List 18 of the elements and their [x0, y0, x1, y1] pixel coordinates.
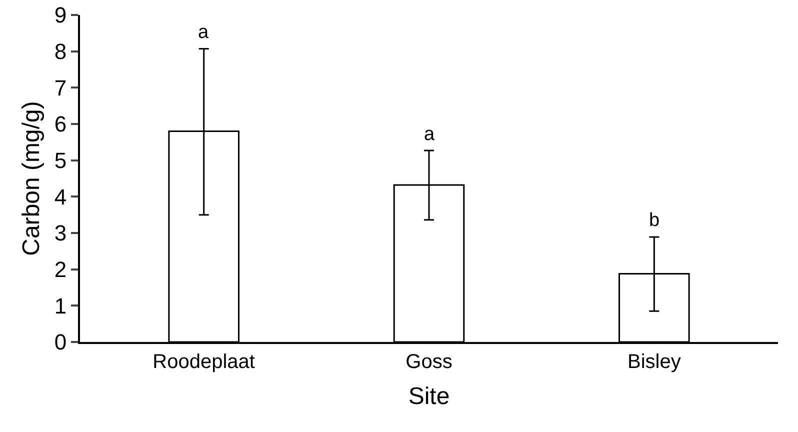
y-tick-label: 2: [54, 257, 67, 282]
annotation: a: [198, 22, 209, 43]
y-tick-label: 6: [54, 112, 67, 137]
x-axis-title: Site: [408, 382, 450, 410]
annotation: b: [649, 210, 660, 231]
x-tick-label: Bisley: [627, 351, 681, 373]
y-tick-label: 4: [54, 184, 67, 210]
x-tick-label: Goss: [406, 351, 452, 373]
y-tick-label: 3: [54, 220, 67, 246]
y-axis-title: Carbon (mg/g): [18, 101, 45, 256]
x-tick-label: Roodeplaat: [152, 351, 256, 373]
y-tick-label: 8: [54, 39, 67, 64]
y-tick-label: 1: [54, 293, 67, 318]
annotation: a: [424, 124, 435, 145]
y-tick-label: 0: [54, 330, 67, 355]
y-tick-label: 5: [54, 148, 67, 174]
y-tick-label: 7: [54, 75, 67, 100]
y-tick-label: 9: [54, 2, 67, 28]
